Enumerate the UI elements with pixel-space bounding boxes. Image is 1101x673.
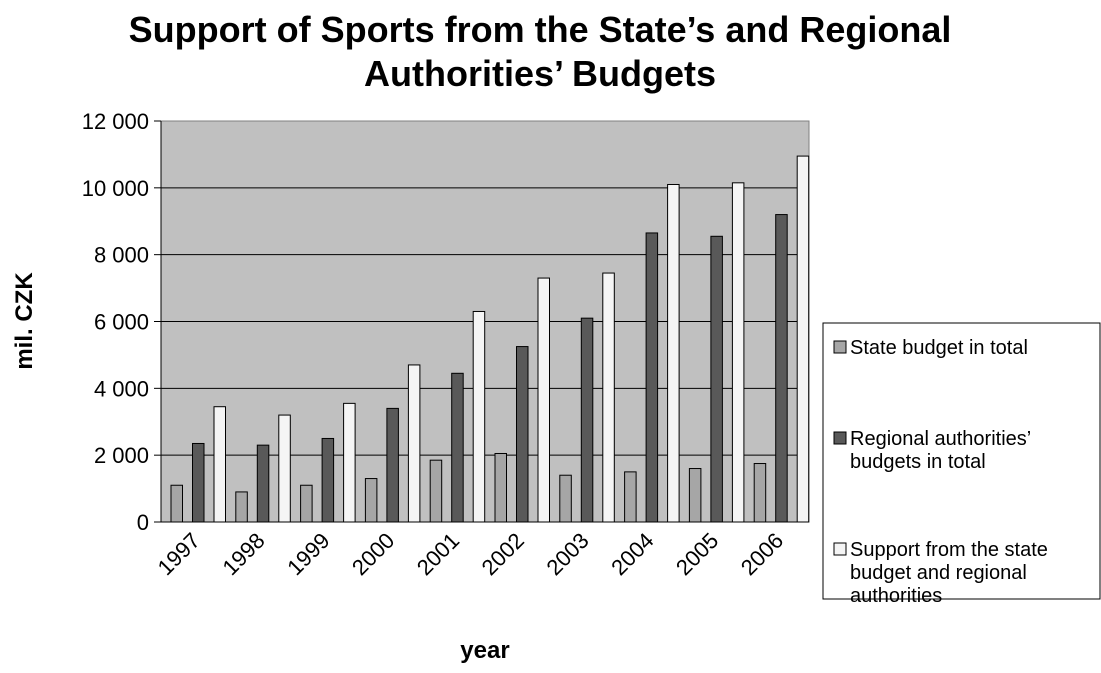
bar-1-2005	[688, 468, 702, 523]
bar-2-2001	[451, 372, 464, 523]
bar-2-1999	[321, 437, 335, 523]
x-axis-title: year	[460, 637, 509, 664]
y-tick-label: 6 000	[94, 310, 149, 335]
bar-3-1997	[213, 406, 226, 523]
chart-title-line-1: Support of Sports from the State’s and R…	[129, 9, 952, 50]
bar-2-1998	[256, 444, 270, 523]
y-tick-label: 4 000	[94, 376, 149, 401]
x-tick-label: 2001	[412, 528, 464, 580]
bar-2-2000	[386, 407, 399, 523]
legend: State budget in total Regional authoritie…	[833, 337, 1048, 607]
legend-label-1: State budget in total	[850, 337, 1028, 359]
bar-1-1998	[235, 491, 248, 523]
x-axis: 1997 1998 1999 2000 2001 2002 2003 2004 2005 2006	[153, 521, 809, 580]
x-tick-label: 2000	[347, 528, 399, 580]
bar-3-2004	[667, 183, 680, 523]
bar-2-2005	[710, 235, 723, 523]
x-tick-label: 2002	[477, 528, 529, 580]
bar-2-2003	[580, 317, 594, 523]
bar-1-2006	[753, 463, 767, 523]
chart-title-line-2: Authorities’ Budgets	[364, 53, 716, 94]
legend-label-3: authorities	[850, 585, 942, 607]
legend-swatch-1	[833, 340, 847, 354]
x-tick-label: 1999	[282, 528, 334, 580]
x-tick-label: 2006	[736, 528, 788, 580]
bar-2-2002	[516, 346, 529, 523]
y-tick-label: 8 000	[94, 243, 149, 268]
bar-2-2006	[775, 214, 788, 523]
bar-3-2000	[407, 364, 421, 523]
bar-3-2001	[472, 310, 486, 523]
x-tick-label: 1998	[217, 528, 269, 580]
bar-1-1999	[300, 484, 313, 523]
bar-3-1998	[278, 414, 291, 523]
bar-1-2003	[559, 474, 572, 523]
y-axis: 0 2 000 4 000 6 000 8 000 10 000 12 000	[82, 109, 162, 535]
y-tick-label: 0	[137, 510, 149, 535]
y-axis-title: mil. CZK	[11, 272, 38, 370]
legend-label-2: budgets in total	[850, 451, 986, 473]
x-tick-label: 2005	[671, 528, 723, 580]
bar-3-1999	[343, 402, 356, 523]
legend-swatch-3	[833, 542, 847, 556]
bar-2-1997	[192, 442, 205, 523]
x-tick-label: 2003	[541, 528, 593, 580]
bars	[170, 155, 810, 523]
legend-box	[822, 322, 1101, 600]
legend-swatch-2	[833, 431, 847, 445]
bar-1-2001	[429, 459, 443, 523]
legend-label-2: Regional authorities’	[850, 428, 1031, 450]
bar-3-2002	[537, 277, 550, 523]
legend-label-3: budget and regional	[850, 562, 1027, 584]
x-tick-label: 2004	[606, 528, 658, 580]
bar-3-2003	[602, 272, 615, 523]
legend-label-3: Support from the state	[850, 539, 1048, 561]
bar-1-2004	[624, 471, 637, 523]
bar-2-2004	[645, 232, 659, 523]
bar-3-2005	[731, 182, 745, 523]
bar-3-2006	[796, 155, 810, 523]
bar-1-2002	[494, 452, 507, 523]
bar-1-1997	[170, 484, 183, 523]
bar-1-2000	[364, 478, 378, 523]
y-tick-label: 10 000	[82, 176, 149, 201]
x-tick-label: 1997	[153, 528, 205, 580]
y-tick-label: 12 000	[82, 109, 149, 134]
y-tick-label: 2 000	[94, 443, 149, 468]
